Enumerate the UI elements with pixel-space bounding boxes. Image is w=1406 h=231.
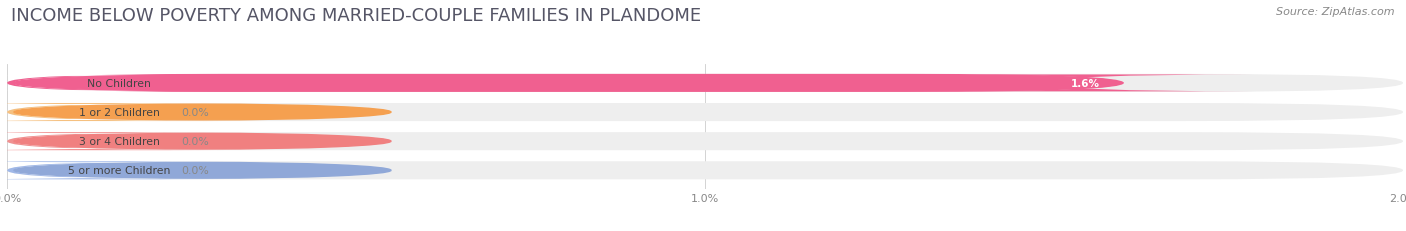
FancyBboxPatch shape — [0, 133, 224, 151]
Circle shape — [14, 134, 391, 149]
Text: 1 or 2 Children: 1 or 2 Children — [79, 108, 159, 118]
FancyBboxPatch shape — [7, 133, 1403, 151]
Text: 0.0%: 0.0% — [181, 137, 209, 146]
FancyBboxPatch shape — [7, 161, 1403, 179]
Text: 3 or 4 Children: 3 or 4 Children — [79, 137, 159, 146]
FancyBboxPatch shape — [0, 134, 202, 149]
Text: 0.0%: 0.0% — [181, 166, 209, 176]
FancyBboxPatch shape — [918, 75, 1253, 92]
FancyBboxPatch shape — [0, 161, 224, 179]
FancyBboxPatch shape — [0, 103, 224, 122]
FancyBboxPatch shape — [7, 75, 1123, 93]
Circle shape — [14, 105, 391, 120]
Text: No Children: No Children — [87, 79, 150, 88]
FancyBboxPatch shape — [7, 103, 1403, 122]
FancyBboxPatch shape — [0, 105, 202, 120]
Text: 1.6%: 1.6% — [1071, 79, 1099, 88]
FancyBboxPatch shape — [7, 75, 1403, 93]
FancyBboxPatch shape — [0, 76, 202, 91]
Text: INCOME BELOW POVERTY AMONG MARRIED-COUPLE FAMILIES IN PLANDOME: INCOME BELOW POVERTY AMONG MARRIED-COUPL… — [11, 7, 702, 25]
Circle shape — [14, 76, 391, 91]
Circle shape — [14, 163, 391, 178]
Text: 0.0%: 0.0% — [181, 108, 209, 118]
Text: Source: ZipAtlas.com: Source: ZipAtlas.com — [1277, 7, 1395, 17]
FancyBboxPatch shape — [0, 163, 202, 178]
Text: 5 or more Children: 5 or more Children — [67, 166, 170, 176]
